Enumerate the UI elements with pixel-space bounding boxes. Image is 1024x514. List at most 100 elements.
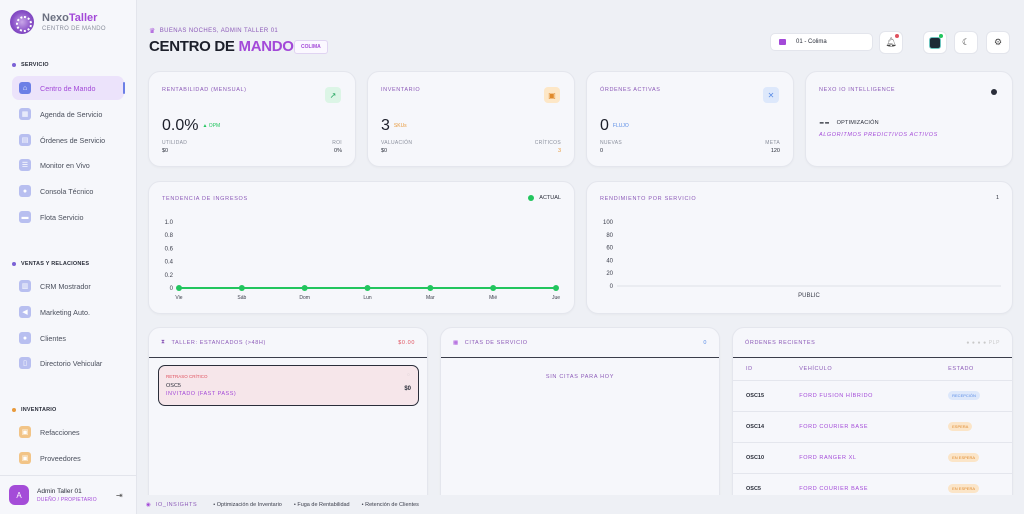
kpi-left-value: $0	[381, 148, 388, 154]
sidebar-item-clientes[interactable]: ● Clientes	[12, 326, 124, 350]
column-header: ID	[733, 358, 787, 381]
sidebar-item-refacciones[interactable]: ▣ Refacciones	[12, 420, 124, 444]
users-icon: ●	[19, 332, 31, 344]
order-id: OSC10	[733, 442, 787, 474]
y-tick-label: 1.0	[165, 220, 174, 226]
sidebar-item-centro-de-mando[interactable]: ⌂ Centro de Mando	[12, 76, 125, 100]
avatar: A	[9, 485, 29, 505]
ai-status-icon	[991, 89, 997, 95]
y-tick-label: 0.6	[165, 246, 174, 252]
notifications-button[interactable]: 🔔︎	[879, 31, 903, 54]
ai-subtitle: ALGORITMOS PREDICTIVOS ACTIVOS	[819, 132, 938, 138]
sidebar-item-directorio[interactable]: ▯ Directorio Vehicular	[12, 351, 124, 375]
x-tick-label: PUBLIC	[798, 293, 820, 299]
brand[interactable]: NexoTaller CENTRO DE MANDO	[10, 10, 106, 34]
service-performance-chart: 0 20 40 60 80 100 PUBLIC	[603, 220, 1001, 299]
column-header: VEHÍCULO	[786, 358, 936, 381]
sidebar-item-proveedores[interactable]: ▣ Proveedores	[12, 446, 124, 470]
kpi-left-label: VALUACIÓN	[381, 140, 413, 146]
branch-icon	[779, 39, 786, 45]
truck-icon: ▬	[19, 211, 31, 223]
order-amount: $0	[404, 386, 411, 392]
chart-legend: ACTUAL	[528, 195, 561, 201]
empty-state: SIN CITAS PARA HOY	[545, 374, 615, 380]
recent-orders-table: ID VEHÍCULO ESTADO OSC15 FORD FUSION HÍBR…	[733, 358, 1012, 505]
x-tick-label: Mié	[489, 295, 497, 301]
settings-button[interactable]: ⚙	[986, 31, 1010, 54]
status-badge: EN ESPERA	[948, 453, 980, 462]
client-name: INVITADO (FAST PASS)	[166, 391, 237, 397]
table-row[interactable]: OSC10 FORD RANGER XL EN ESPERA	[733, 442, 1012, 474]
insight-item[interactable]: • Optimización de Inventario	[213, 501, 282, 508]
calendar-icon: ▦	[19, 108, 31, 120]
kpi-right-value: 0%	[334, 148, 342, 154]
order-id: OSC15	[733, 380, 787, 412]
section-servicio: SERVICIO	[12, 62, 49, 68]
y-tick-label: 80	[606, 233, 613, 239]
section-ventas: VENTAS Y RELACIONES	[12, 261, 89, 267]
user-profile[interactable]: A Admin Taller 01 DUEÑO / PROPIETARIO ⇥	[0, 475, 137, 514]
sidebar-item-crm[interactable]: ▥ CRM Mostrador	[12, 274, 124, 298]
sidebar-item-consola[interactable]: ● Consola Técnico	[12, 179, 124, 203]
user-name: Admin Taller 01	[37, 487, 82, 495]
data-point	[490, 285, 497, 291]
table-row[interactable]: OSC15 FORD FUSION HÍBRIDO RECEPCIÓN	[733, 380, 1012, 412]
branch-selector[interactable]: 01 - Colima	[770, 33, 873, 51]
x-tick-label: Lun	[363, 295, 372, 301]
status-cell: RECEPCIÓN	[935, 380, 1012, 412]
kpi-value: 0.0% ▲ OPM	[162, 117, 221, 134]
brand-subtitle: CENTRO DE MANDO	[42, 26, 106, 32]
y-tick-label: 20	[606, 271, 613, 277]
assistant-button[interactable]	[923, 31, 947, 54]
kpi-ordenes: ÓRDENES ACTIVAS ✕ 0 FLUJO NUEVAS 0 META 1…	[586, 71, 794, 167]
theme-toggle-button[interactable]: ☾	[954, 31, 978, 54]
chart-title: TENDENCIA DE INGRESOS	[162, 196, 248, 202]
chart-counter: 1	[995, 195, 999, 201]
clipboard-icon: ▤	[19, 134, 31, 146]
sidebar-item-marketing[interactable]: ◀ Marketing Auto.	[12, 300, 124, 324]
y-tick-label: 100	[603, 220, 614, 226]
insight-item[interactable]: • Fuga de Rentabilidad	[293, 501, 350, 508]
box-icon: ▣	[19, 426, 31, 438]
kpi-left-value: $0	[162, 148, 169, 154]
status-badge: ESPERA	[948, 422, 973, 431]
x-tick-label: Dom	[299, 295, 310, 301]
table-row[interactable]: OSC14 FORD COURIER BASE ESPERA	[733, 411, 1012, 443]
x-tick-label: Mar	[426, 295, 435, 301]
data-point	[301, 285, 308, 291]
logout-icon[interactable]: ⇥	[116, 491, 123, 500]
order-id: OSC5	[166, 383, 181, 389]
sidebar-item-ordenes[interactable]: ▤ Órdenes de Servicio	[12, 128, 124, 152]
stalled-order-card[interactable]: RETRASO CRÍTICO ◌ OSC5 INVITADO (FAST PA…	[158, 365, 419, 406]
recent-orders-panel: ÓRDENES RECIENTES ● ● ● ● PLP ID VEHÍCULO…	[732, 327, 1013, 514]
status-cell: EN ESPERA	[935, 442, 1012, 474]
appointments-panel: ▦ CITAS DE SERVICIO 0 SIN CITAS PARA HOY	[440, 327, 720, 514]
sidebar-item-agenda[interactable]: ▦ Agenda de Servicio	[12, 102, 124, 126]
insight-item[interactable]: • Retención de Clientes	[361, 501, 419, 508]
service-performance-card: RENDIMIENTO POR SERVICIO 1 0 20 40 60 80 100 P…	[586, 181, 1013, 314]
kpi-left-value: 0	[600, 148, 604, 154]
kpi-label: INVENTARIO	[381, 87, 421, 93]
sidebar-item-flota[interactable]: ▬ Flota Servicio	[12, 205, 124, 229]
status-badge: EN ESPERA	[948, 484, 980, 493]
moon-icon: ☾	[961, 37, 971, 47]
insights-bar: ◉ IO_INSIGHTS • Optimización de Inventar…	[137, 495, 1024, 514]
sidebar-item-monitor[interactable]: ☰ Monitor en Vivo	[12, 153, 124, 177]
chart-up-icon: ↗	[325, 87, 341, 103]
data-point	[553, 285, 559, 291]
brand-name: NexoTaller	[42, 12, 98, 24]
box-icon: ▣	[544, 87, 560, 103]
kpi-right-value: 120	[770, 148, 780, 154]
greeting: ♛ BUENAS NOCHES, ADMIN TALLER 01	[149, 28, 279, 35]
kpi-right-label: ROI	[332, 140, 342, 146]
y-tick-label: 0.4	[165, 260, 174, 266]
brand-logo-icon	[10, 10, 34, 34]
monitor-icon: ☰	[19, 159, 31, 171]
calendar-icon: ▦	[453, 339, 459, 346]
bell-icon: 🔔︎	[885, 37, 897, 47]
megaphone-icon: ◀	[19, 306, 31, 318]
technician-icon: ●	[19, 185, 31, 197]
kpi-value: -- OPTIMIZACIÓN	[819, 114, 879, 131]
warning-icon: ◌	[407, 372, 410, 378]
revenue-trend-card: TENDENCIA DE INGRESOS ACTUAL 0 0.2 0.4 0.6 0…	[148, 181, 575, 314]
